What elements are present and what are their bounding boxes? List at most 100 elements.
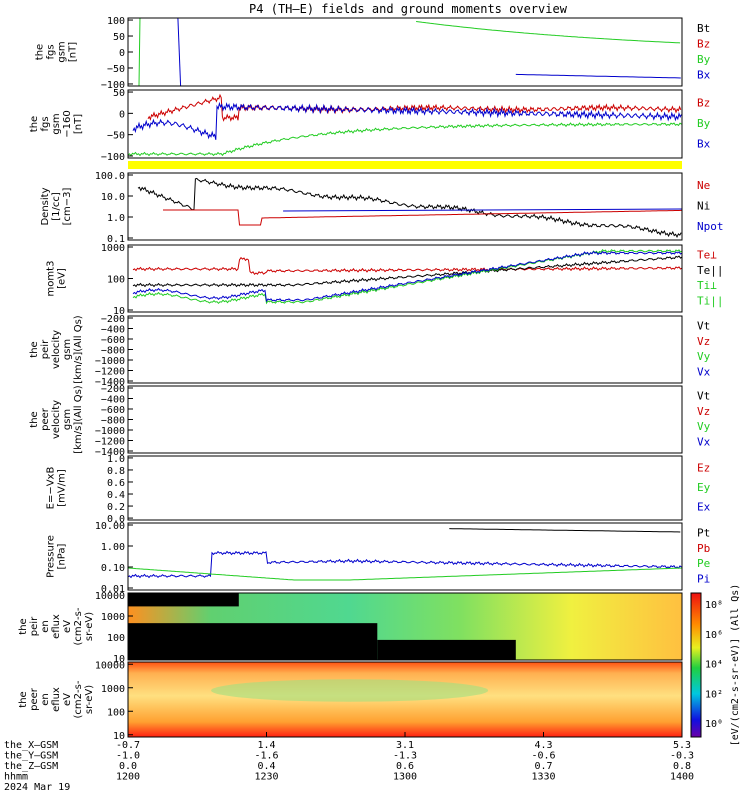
legend-Vy: Vy <box>697 420 711 433</box>
legend-Npot: Npot <box>697 220 724 233</box>
ytick-label: 1000 <box>101 684 125 695</box>
footer-value: 0.7 <box>534 761 552 772</box>
ytick-label: −1000 <box>95 356 125 367</box>
footer-value: 0.4 <box>257 761 275 772</box>
ytick-label: 0.01 <box>101 584 125 595</box>
legend-Ex: Ex <box>697 500 711 513</box>
ylabel-line: fgs <box>46 44 57 59</box>
ytick-label: 50 <box>113 88 125 99</box>
ylabel-line: [nPa] <box>57 543 68 569</box>
ylabel-line: [nT] <box>68 42 79 62</box>
legend-Vx: Vx <box>697 435 711 448</box>
ytick-label: −200 <box>101 384 125 395</box>
legend-Vy: Vy <box>697 350 711 363</box>
ylabel-line: [mV/m] <box>57 469 68 507</box>
ylabel-line: [km/s](All Qs) <box>73 385 84 453</box>
legend-Pe: Pe <box>697 557 710 570</box>
ylabel-line: the <box>18 618 29 634</box>
ytick-label: −50 <box>107 131 125 142</box>
ytick-label: 100 <box>107 275 125 286</box>
ytick-label: −200 <box>101 314 125 325</box>
plot-area-1 <box>128 18 681 86</box>
ytick-label: 10 <box>113 306 125 317</box>
ytick-label: −1000 <box>95 426 125 437</box>
ylabel-line: gsm <box>62 339 73 360</box>
ylabel-line: peer <box>40 407 51 431</box>
panel-frame-7 <box>127 455 683 521</box>
panel-7: 1.00.80.60.40.20.0 E=−VxB [mV/m] Ez Ey Ex <box>46 454 711 525</box>
ytick-label: 1.0 <box>107 454 125 465</box>
footer-value: -0.6 <box>531 751 555 762</box>
ytick-label: 0.2 <box>107 502 125 513</box>
ylabel-line: eV <box>62 693 73 706</box>
footer-value: -1.0 <box>116 751 140 762</box>
series-Bx <box>177 18 182 86</box>
colorbar-tick: 10⁴ <box>705 660 723 671</box>
panel-frame-8 <box>127 522 683 591</box>
ylabel-line: velocity <box>51 400 62 439</box>
footer-value: -1.6 <box>254 751 278 762</box>
series-By <box>128 122 682 157</box>
ytick-label: 10000 <box>95 591 125 602</box>
legend-Ti⊥: Ti⊥ <box>697 279 717 292</box>
footer-value: 1400 <box>670 772 694 783</box>
ytick-label: 0.4 <box>107 490 125 501</box>
legend-Ni: Ni <box>697 200 710 213</box>
ylabel-line: eflux <box>51 687 62 712</box>
series-Pi <box>128 550 682 579</box>
panel-10: 10000 1000 100 10 the peer en eflux eV (cm2-s-sr-… <box>18 660 683 742</box>
panel-4: 1000 100 10 momt3 [eV] Te⊥ Te|| Ti⊥ Ti|| <box>46 243 724 317</box>
ytick-label: 1000 <box>101 612 125 623</box>
panel-2: 50 0 −50 −100 the fgs gsm −160 [nT] Bz By Bx <box>29 88 711 169</box>
footer-label: hhmm <box>4 772 28 783</box>
legend-Vx: Vx <box>697 365 711 378</box>
ylabel-line: Pressure <box>46 535 57 578</box>
series-Ti-par <box>132 250 682 303</box>
legend-By: By <box>697 53 711 66</box>
ytick-label: 0.1 <box>107 234 125 245</box>
legend-Ti||: Ti|| <box>697 294 724 307</box>
ylabel-line: the <box>18 691 29 707</box>
ylabel-3: Density [1/cc] [cm−3] <box>40 187 73 225</box>
legend-Vt: Vt <box>697 390 710 403</box>
legend-Pb: Pb <box>697 542 710 555</box>
ytick-label: 10.00 <box>95 521 125 532</box>
plot-area-2 <box>128 93 682 157</box>
ylabel-6: the peer velocity gsm [km/s](All Qs) <box>29 385 84 453</box>
ylabel-line: the <box>35 44 46 60</box>
series-By <box>128 18 141 86</box>
ylabel-line: E=−VxB <box>46 467 57 510</box>
ytick-label: 100 <box>107 707 125 718</box>
footer-date: 2024 Mar 19 <box>4 782 70 793</box>
ytick-label: −50 <box>107 64 125 75</box>
ylabel-1: the fgs gsm [nT] <box>35 41 79 62</box>
legend-Bx: Bx <box>697 138 711 151</box>
footer-value: 1300 <box>393 772 417 783</box>
ylabel-5: the peir velocity gsm [km/s](All Qs) <box>29 315 84 383</box>
panel-6: −200−400−600−800−1000−1200−1400 the peer ve… <box>29 384 711 458</box>
footer-value: 5.3 <box>673 740 691 751</box>
footer-value: -1.3 <box>393 751 417 762</box>
ylabel-line: momt3 <box>46 261 57 297</box>
legend-Bz: Bz <box>697 37 710 50</box>
ylabel-line: [km/s](All Qs) <box>73 315 84 383</box>
footer-value: 1330 <box>531 772 555 783</box>
ylabel-line: gsm <box>62 409 73 430</box>
ytick-label: 1.0 <box>107 213 125 224</box>
ytick-label: −1400 <box>95 377 125 388</box>
legend-Vt: Vt <box>697 320 710 333</box>
ytick-label: 10000 <box>95 660 125 671</box>
plot-area-8 <box>128 528 682 581</box>
series-Pt <box>449 528 681 533</box>
ylabel-line: [eV] <box>57 268 68 289</box>
ylabel-line: the <box>29 116 40 132</box>
footer-value: 0.6 <box>396 761 414 772</box>
footer-value: 1200 <box>116 772 140 783</box>
ylabel-8: Pressure [nPa] <box>46 535 68 578</box>
ytick-label: −100 <box>101 152 125 163</box>
legend-Bt: Bt <box>697 22 710 35</box>
ylabel-line: eV <box>62 620 73 633</box>
ytick-label: 0.6 <box>107 478 125 489</box>
legend-Bz: Bz <box>697 96 710 109</box>
